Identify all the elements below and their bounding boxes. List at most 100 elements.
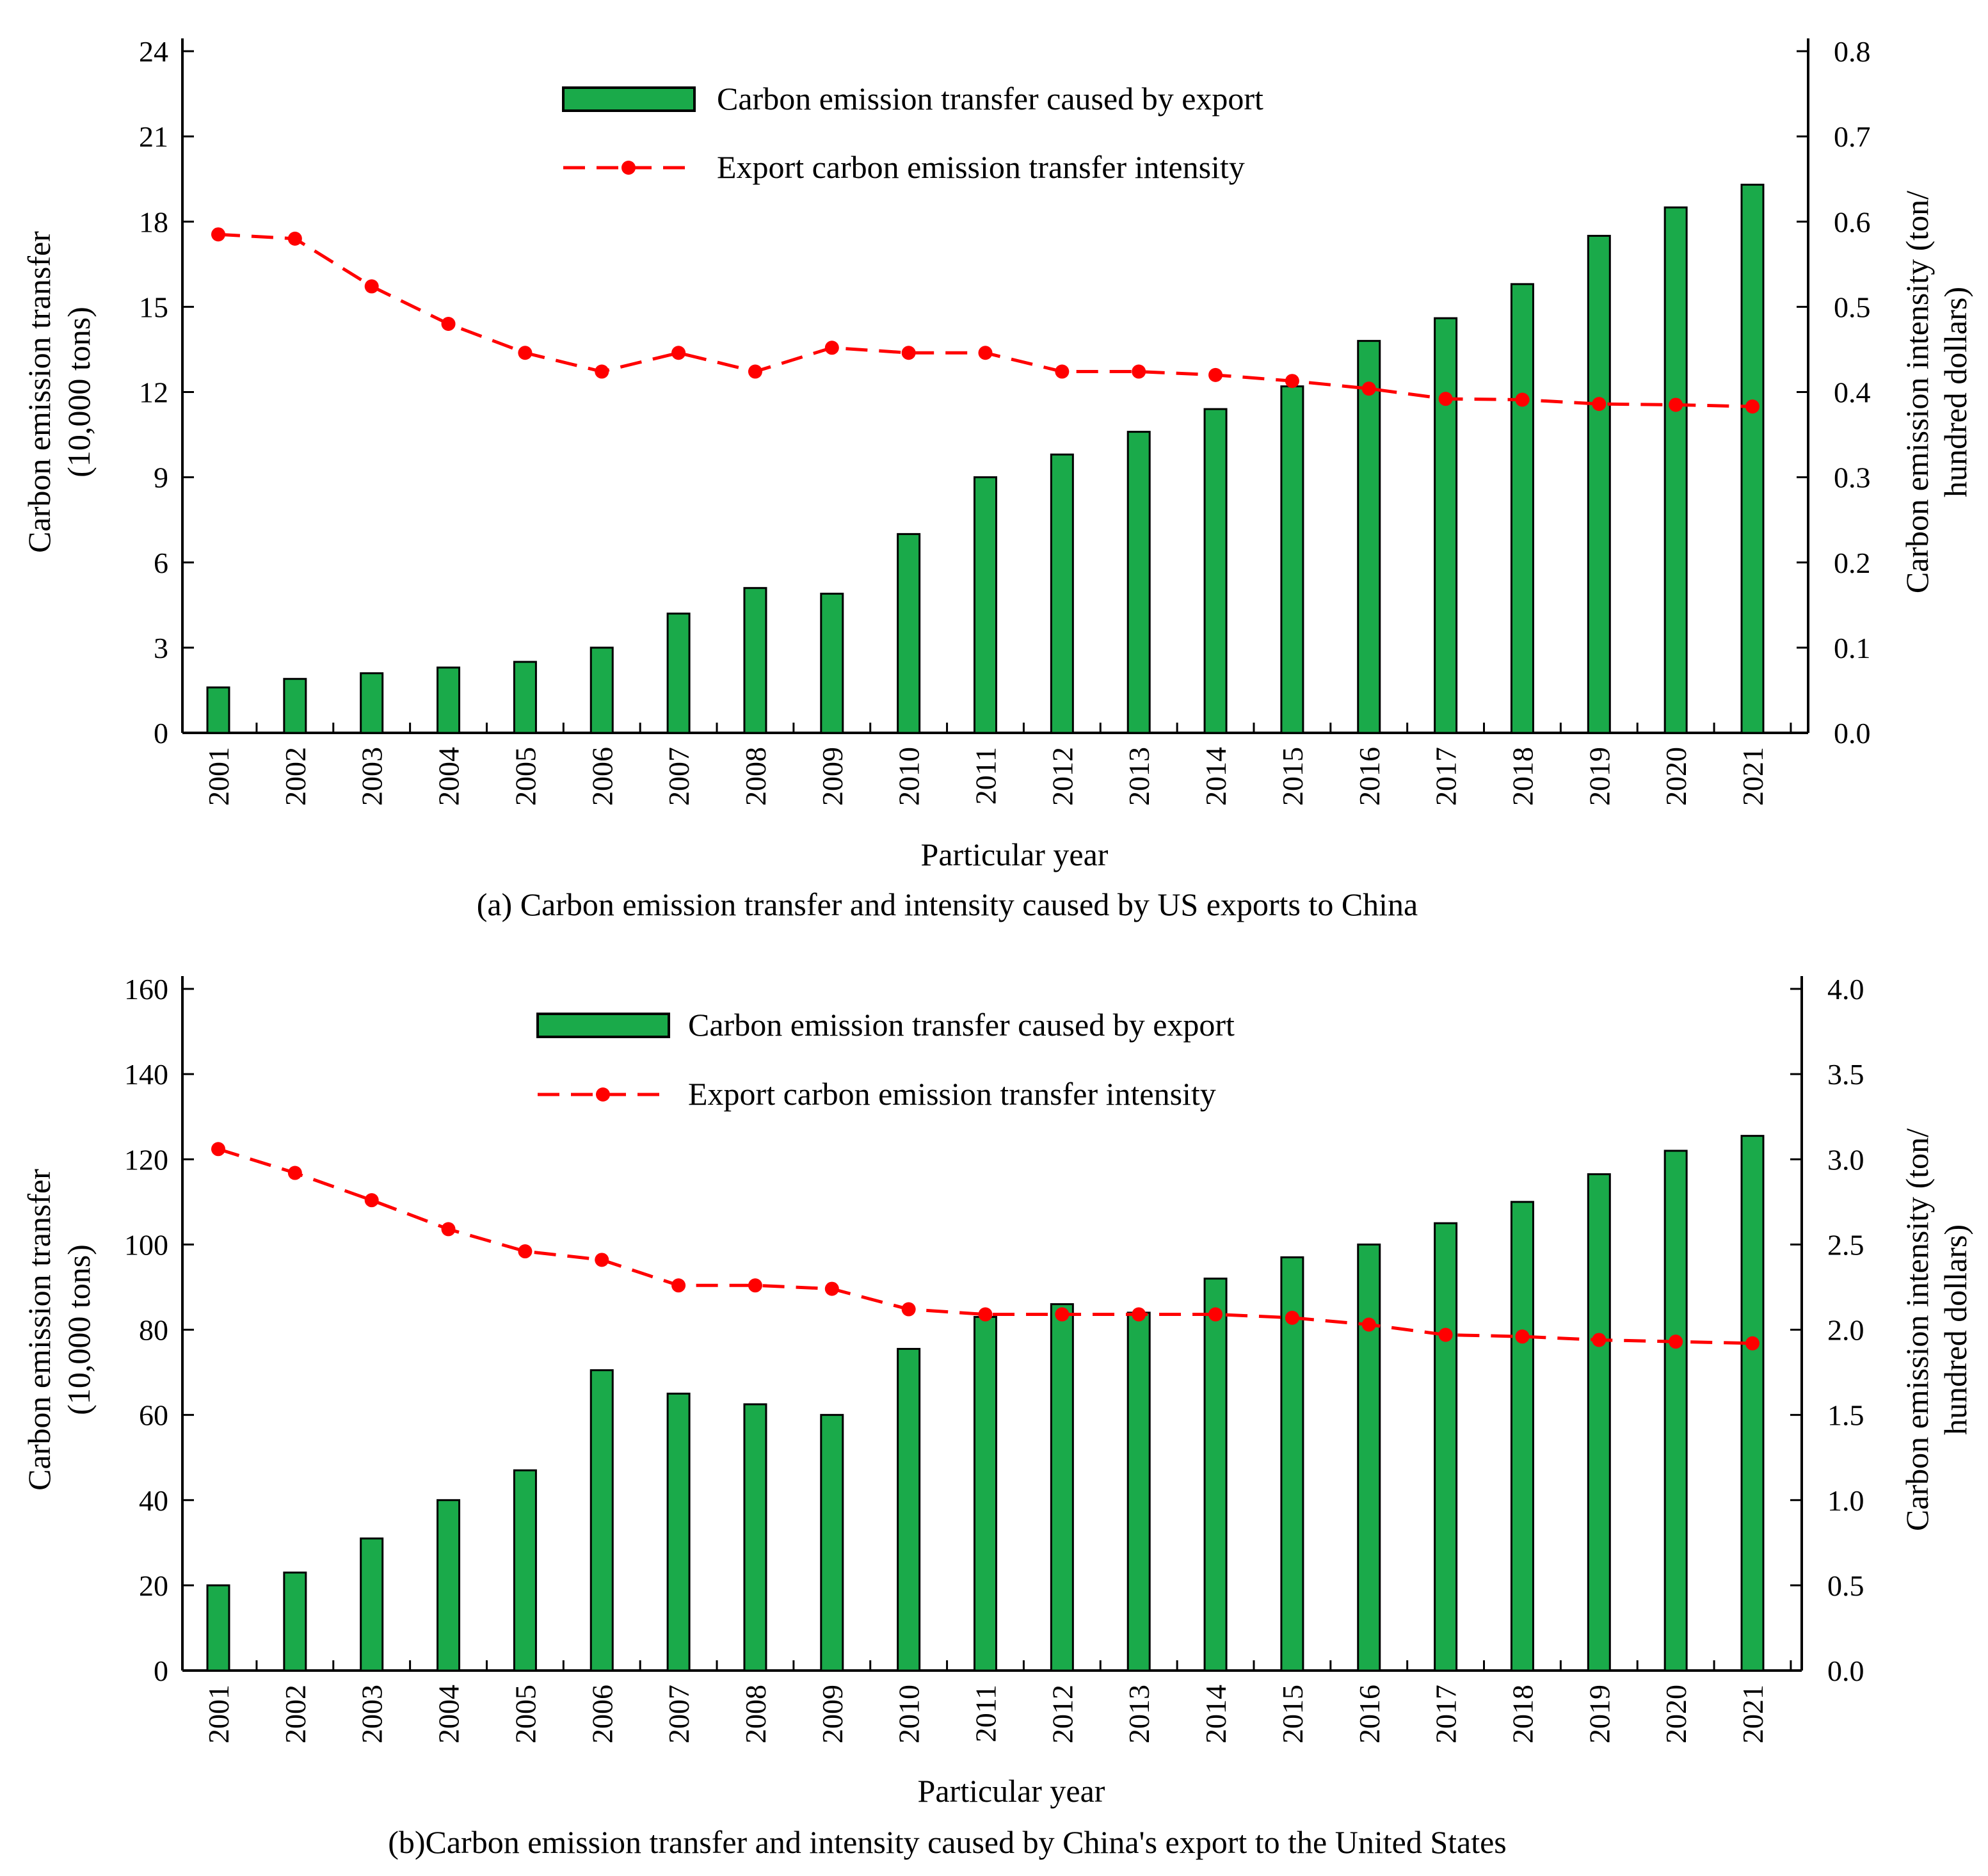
- left-tick-label: 100: [124, 1228, 168, 1261]
- x-tick-label: 2009: [816, 747, 849, 806]
- right-axis-title-line: Carbon emission intensity (ton/: [1899, 191, 1935, 593]
- intensity-point-2017: [1438, 1327, 1453, 1342]
- x-tick-label: 2018: [1506, 747, 1539, 806]
- left-axis-title-line: (10,000 tons): [61, 1244, 97, 1415]
- left-tick-label: 15: [139, 291, 168, 323]
- intensity-point-2010: [901, 346, 916, 360]
- bar-2018: [1510, 1201, 1534, 1672]
- intensity-point-2013: [1132, 364, 1146, 379]
- legend-bar-label: Carbon emission transfer caused by expor…: [717, 81, 1263, 116]
- x-tick-label: 2010: [893, 1685, 926, 1744]
- left-tick-label: 12: [139, 376, 168, 409]
- bar-2019: [1587, 234, 1611, 734]
- left-axis-title-line: Carbon emission transfer: [21, 231, 57, 553]
- right-tick-label: 0.7: [1834, 120, 1871, 153]
- legend-line-marker: [596, 1087, 610, 1102]
- left-tick-label: 18: [139, 205, 168, 238]
- legend-line-marker: [621, 161, 636, 175]
- right-tick-label: 1.5: [1827, 1399, 1864, 1432]
- bar-2021: [1740, 184, 1765, 734]
- bar-2011: [974, 476, 997, 734]
- right-tick-label: 2.5: [1827, 1228, 1864, 1261]
- right-tick-label: 0.5: [1834, 291, 1871, 323]
- x-tick-label: 2010: [893, 747, 926, 806]
- bar-2017: [1434, 317, 1458, 734]
- left-axis-title-line: Carbon emission transfer: [21, 1169, 57, 1491]
- bar-2004: [437, 1499, 461, 1672]
- intensity-point-2008: [748, 1278, 762, 1293]
- left-tick-label: 140: [124, 1058, 168, 1091]
- right-tick-label: 0.6: [1834, 205, 1871, 238]
- intensity-point-2005: [518, 1244, 533, 1259]
- bar-2001: [206, 1584, 230, 1672]
- bar-2013: [1126, 431, 1151, 734]
- legend-line-label: Export carbon emission transfer intensit…: [688, 1076, 1216, 1112]
- bar-2008: [743, 587, 767, 734]
- intensity-point-2006: [595, 364, 609, 379]
- right-tick-label: 1.0: [1827, 1484, 1864, 1517]
- bar-2017: [1434, 1222, 1458, 1672]
- x-tick-label: 2009: [816, 1685, 849, 1744]
- left-tick-label: 24: [139, 35, 168, 68]
- right-axis-title-line: Carbon emission intensity (ton/: [1899, 1128, 1935, 1531]
- intensity-point-2007: [671, 1278, 686, 1293]
- bar-2006: [589, 1369, 614, 1672]
- right-tick-label: 0.1: [1834, 632, 1871, 664]
- bar-2021: [1740, 1135, 1765, 1672]
- right-tick-label: 2.0: [1827, 1314, 1864, 1347]
- x-tick-label: 2019: [1583, 747, 1615, 806]
- x-tick-label: 2019: [1583, 1685, 1615, 1744]
- chart-panel-a: 0 3 6 9 12 15 18 21 24 0.0 0.1 0.2 0.3 0.4 0.5 0.6 0.7 0.…: [21, 35, 1973, 922]
- x-tick-label: 2020: [1660, 747, 1692, 806]
- intensity-point-2012: [1055, 364, 1070, 379]
- x-tick-label: 2013: [1123, 747, 1155, 806]
- left-tick-label: 3: [154, 632, 168, 664]
- intensity-point-2002: [287, 231, 302, 246]
- bar-2001: [206, 686, 230, 734]
- intensity-point-2019: [1592, 397, 1607, 412]
- intensity-point-2014: [1208, 1307, 1223, 1322]
- x-tick-label: 2004: [433, 1685, 465, 1744]
- intensity-point-2005: [518, 346, 533, 360]
- bar-2015: [1280, 1256, 1304, 1672]
- bar-2002: [283, 678, 307, 734]
- x-tick-label: 2004: [433, 747, 465, 806]
- left-tick-label: 21: [139, 120, 168, 153]
- left-tick-label: 20: [139, 1569, 168, 1602]
- x-tick-label: 2001: [202, 1685, 235, 1744]
- left-tick-label: 40: [139, 1484, 168, 1517]
- legend-bar-swatch: [562, 86, 696, 112]
- bar-2019: [1587, 1173, 1611, 1672]
- left-tick-label: 0: [154, 1655, 168, 1687]
- left-axis-title-line: (10,000 tons): [61, 307, 97, 477]
- bar-2002: [283, 1571, 307, 1672]
- x-tick-label: 2012: [1046, 1685, 1078, 1744]
- x-tick-label: 2008: [739, 747, 772, 806]
- intensity-point-2010: [901, 1302, 916, 1317]
- x-tick-label: 2005: [509, 747, 541, 806]
- x-tick-label: 2002: [279, 747, 312, 806]
- bar-2005: [513, 1469, 537, 1672]
- intensity-point-2016: [1361, 1317, 1376, 1332]
- left-tick-label: 160: [124, 973, 168, 1006]
- right-axis-title-line: hundred dollars): [1937, 1224, 1973, 1435]
- x-tick-label: 2017: [1430, 747, 1463, 806]
- x-tick-label: 2006: [586, 747, 618, 806]
- intensity-point-2015: [1285, 374, 1299, 389]
- x-tick-label: 2021: [1736, 747, 1769, 806]
- left-tick-label: 60: [139, 1399, 168, 1432]
- right-tick-label: 0.5: [1827, 1569, 1864, 1602]
- x-tick-label: 2021: [1736, 1685, 1769, 1744]
- intensity-point-2011: [978, 346, 993, 360]
- x-tick-label: 2013: [1123, 1685, 1155, 1744]
- intensity-point-2001: [211, 227, 225, 242]
- intensity-point-2009: [824, 1281, 839, 1296]
- left-tick-label: 0: [154, 717, 168, 750]
- intensity-point-2009: [824, 341, 839, 355]
- intensity-point-2013: [1132, 1307, 1146, 1322]
- bar-2020: [1663, 206, 1688, 734]
- chart-panel-b: 0 20 40 60 80 100 120 140 160 0.0 0.5 1.0 1.5 2.0 2.5 3…: [21, 973, 1973, 1860]
- x-tick-label: 2020: [1660, 1685, 1692, 1744]
- intensity-point-2004: [441, 1222, 456, 1237]
- legend-bar-label: Carbon emission transfer caused by expor…: [688, 1007, 1235, 1043]
